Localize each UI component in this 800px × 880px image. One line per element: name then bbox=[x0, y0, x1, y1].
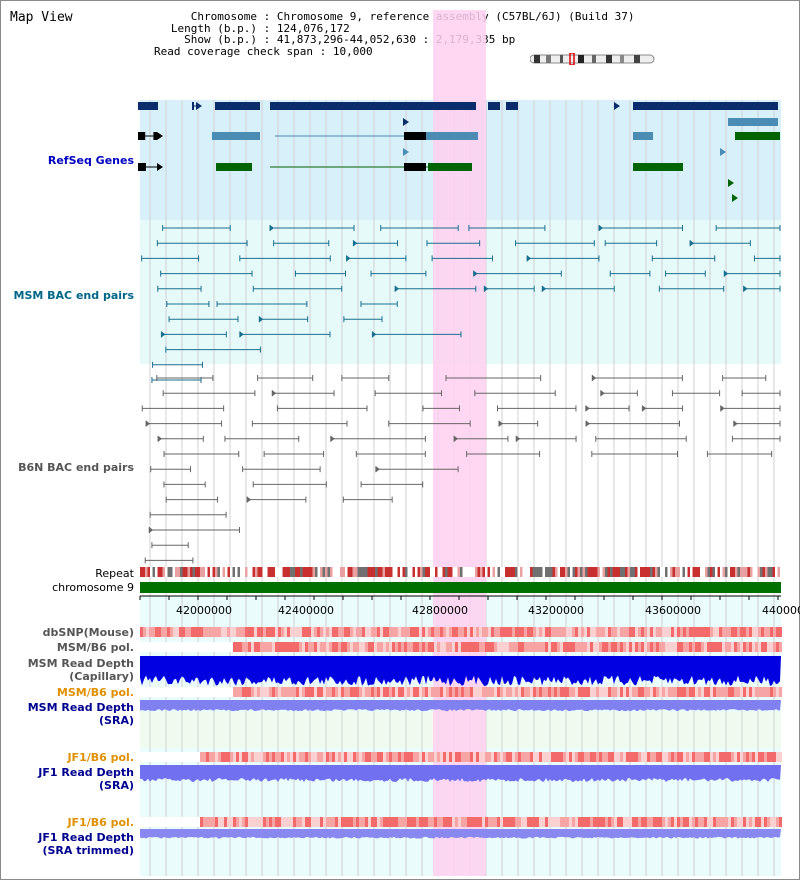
refseq-gene[interactable] bbox=[488, 102, 500, 110]
track-label-repeat: Repeat bbox=[95, 567, 134, 580]
refseq-gene[interactable] bbox=[212, 132, 260, 140]
axis-tick-label: 43600000 bbox=[645, 604, 701, 617]
axis-tick-label: 42400000 bbox=[278, 604, 334, 617]
coverage-label: Read coverage check span bbox=[154, 44, 313, 58]
axis-tick-label: 42000000 bbox=[176, 604, 232, 617]
track-label-b6n-bac[interactable]: B6N BAC end pairs bbox=[18, 461, 134, 474]
page-title: Map View bbox=[10, 10, 73, 25]
axis-tick-label: 42800000 bbox=[412, 604, 468, 617]
track-label-msm-pol-1[interactable]: MSM/B6 pol. bbox=[56, 641, 134, 654]
track-label-dbsnp[interactable]: dbSNP(Mouse) bbox=[42, 626, 134, 639]
refseq-gene[interactable] bbox=[215, 102, 260, 110]
refseq-gene[interactable] bbox=[138, 102, 158, 110]
coverage-value: 10,000 bbox=[332, 44, 373, 58]
chromosome-bar[interactable] bbox=[140, 582, 781, 593]
track-label-msm-bac[interactable]: MSM BAC end pairs bbox=[13, 289, 134, 302]
refseq-gene[interactable] bbox=[728, 118, 778, 126]
refseq-gene[interactable] bbox=[192, 102, 195, 110]
track-label-chromosome: chromosome 9 bbox=[52, 581, 134, 594]
refseq-gene[interactable] bbox=[633, 163, 683, 171]
refseq-gene[interactable] bbox=[153, 132, 157, 140]
chromosome-label: Chromosome bbox=[190, 10, 257, 23]
jf1-depth-trimmed[interactable] bbox=[140, 829, 781, 839]
track-label-jf1-depth[interactable]: JF1 Read Depth (SRA) bbox=[38, 766, 134, 792]
axis-tick-label: 43200000 bbox=[528, 604, 584, 617]
refseq-gene[interactable] bbox=[735, 132, 780, 140]
refseq-gene[interactable] bbox=[138, 132, 146, 140]
track-label-jf1-pol-1[interactable]: JF1/B6 pol. bbox=[67, 751, 134, 764]
track-label-msm-pol-2[interactable]: MSM/B6 pol. bbox=[56, 686, 134, 699]
highlight-region bbox=[433, 10, 486, 876]
msm-depth-capillary[interactable] bbox=[140, 656, 781, 686]
refseq-gene[interactable] bbox=[216, 163, 252, 171]
track-label-msm-depth-sra[interactable]: MSM Read Depth (SRA) bbox=[27, 701, 134, 727]
refseq-gene[interactable] bbox=[270, 102, 400, 110]
show-label: Show (b.p.) bbox=[184, 33, 257, 46]
coverage-row: Read coverage check span : 10,000 bbox=[150, 44, 635, 58]
region-info: Chromosome : Chromosome 9, reference ass… bbox=[150, 10, 635, 58]
msm-depth-sra[interactable] bbox=[140, 700, 781, 712]
length-row: Length (b.p.) : 124,076,172 bbox=[150, 21, 635, 35]
refseq-gene[interactable] bbox=[404, 132, 426, 140]
axis-tick-label: 44000000 bbox=[762, 604, 800, 617]
refseq-gene[interactable] bbox=[404, 163, 426, 171]
refseq-gene[interactable] bbox=[633, 102, 778, 110]
track-label-jf1-pol-2[interactable]: JF1/B6 pol. bbox=[67, 816, 134, 829]
track-label-msm-depth-cap[interactable]: MSM Read Depth (Capillary) bbox=[27, 657, 134, 683]
chromosome-ideogram[interactable] bbox=[530, 53, 658, 65]
track-label-jf1-depth-trimmed[interactable]: JF1 Read Depth (SRA trimmed) bbox=[38, 831, 134, 857]
refseq-gene[interactable] bbox=[506, 102, 518, 110]
refseq-gene[interactable] bbox=[400, 102, 476, 110]
track-label-refseq[interactable]: RefSeq Genes bbox=[47, 154, 134, 167]
refseq-gene[interactable] bbox=[138, 163, 146, 171]
refseq-gene[interactable] bbox=[420, 132, 478, 140]
length-value: 124,076,172 bbox=[276, 21, 350, 35]
length-label: Length (b.p.) bbox=[170, 21, 257, 35]
jf1-depth-sra[interactable] bbox=[140, 765, 781, 782]
refseq-gene[interactable] bbox=[428, 163, 472, 171]
refseq-gene[interactable] bbox=[633, 132, 653, 140]
